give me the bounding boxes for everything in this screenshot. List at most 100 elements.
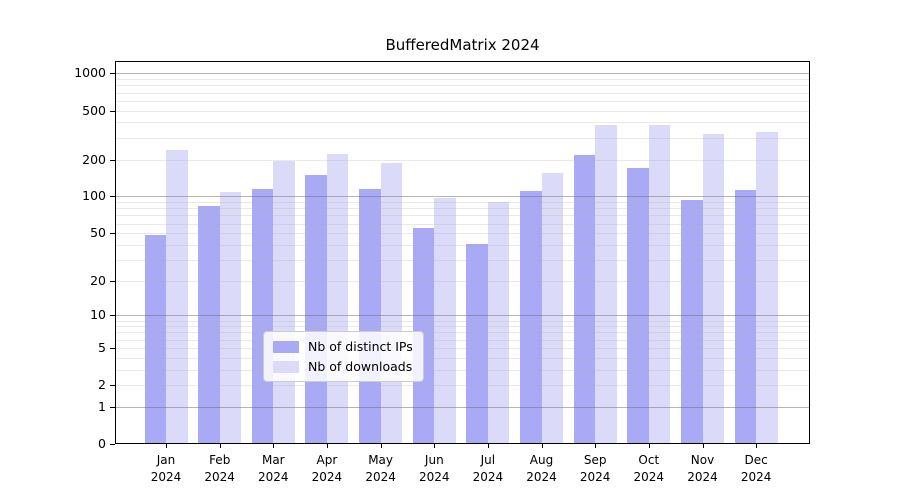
y-gridline-major xyxy=(115,406,810,408)
y-gridline-minor xyxy=(115,326,810,328)
bar xyxy=(595,125,617,444)
y-tick-mark xyxy=(110,73,115,75)
x-tick-mark xyxy=(166,444,167,448)
y-gridline-minor xyxy=(115,347,810,349)
y-tick-mark xyxy=(110,315,115,317)
bar xyxy=(520,191,542,444)
legend-row: Nb of distinct IPs xyxy=(273,339,413,354)
bar xyxy=(251,189,274,444)
bar xyxy=(273,161,295,444)
x-tick-label-line: 2024 xyxy=(633,470,665,484)
y-gridline-minor xyxy=(115,320,810,322)
y-tick-label: 0 xyxy=(98,436,106,451)
y-gridline-minor xyxy=(115,202,810,203)
x-tick-label-line: 2024 xyxy=(258,470,289,484)
y-gridline-minor xyxy=(115,79,810,80)
x-tick-label-line: Feb xyxy=(209,453,231,467)
x-tick-label-line: Aug xyxy=(529,453,554,467)
x-tick-label-line: 2024 xyxy=(472,470,504,484)
y-gridline-minor xyxy=(115,339,810,341)
x-tick-label-line: Nov xyxy=(690,453,715,467)
plot-area xyxy=(115,61,810,444)
bar xyxy=(198,205,220,444)
y-gridline-minor xyxy=(115,332,810,334)
x-tick-label-line: 2024 xyxy=(150,470,182,484)
y-tick-mark xyxy=(110,280,115,282)
y-tick-label: 100 xyxy=(82,188,106,204)
x-tick-label: Oct 2024 xyxy=(617,452,681,486)
legend: Nb of distinct IPs Nb of downloads xyxy=(263,331,424,382)
x-tick-label: Jul 2024 xyxy=(456,452,520,486)
x-tick-label-line: 2024 xyxy=(311,470,343,484)
y-tick-mark xyxy=(110,110,115,112)
x-tick-label: Sep 2024 xyxy=(563,452,627,486)
y-gridline-minor xyxy=(115,122,810,124)
y-gridline-minor xyxy=(115,385,810,387)
bar xyxy=(702,133,724,444)
x-tick-label-line: 2024 xyxy=(419,470,450,484)
y-tick-mark xyxy=(110,406,115,408)
y-gridline-minor xyxy=(115,215,810,217)
x-tick-mark xyxy=(756,444,758,448)
y-tick-label: 1 xyxy=(98,398,106,414)
y-gridline-minor xyxy=(115,92,810,94)
x-tick-mark xyxy=(487,444,489,448)
y-tick-label: 50 xyxy=(90,225,106,241)
x-tick-label: Aug 2024 xyxy=(510,452,574,486)
x-tick-mark xyxy=(702,444,704,448)
bar xyxy=(487,202,510,444)
x-tick-label-line: Apr xyxy=(316,453,338,467)
x-tick-label-line: Dec xyxy=(744,453,768,467)
x-tick-label-line: Oct xyxy=(638,453,660,467)
y-tick-label: 10 xyxy=(90,307,106,323)
x-tick-mark xyxy=(219,444,221,448)
y-gridline-minor xyxy=(115,369,810,371)
y-tick-label: 500 xyxy=(82,102,106,118)
x-tick-mark xyxy=(541,444,543,448)
x-tick-mark xyxy=(273,444,275,448)
y-tick-label: 20 xyxy=(90,272,106,288)
x-tick-mark xyxy=(595,444,597,448)
x-tick-label: Jan 2024 xyxy=(134,452,198,486)
y-tick-label: 2 xyxy=(98,377,106,393)
x-tick-label: Dec 2024 xyxy=(724,452,788,486)
x-tick-label-line: 2024 xyxy=(740,470,772,484)
y-tick-label: 1000 xyxy=(74,65,106,81)
y-tick-mark xyxy=(110,233,115,235)
x-tick-label-line: May xyxy=(368,453,393,467)
bar xyxy=(627,168,649,444)
y-tick-mark xyxy=(110,347,115,349)
bar xyxy=(541,173,564,444)
y-tick-label: 5 xyxy=(98,339,106,355)
legend-label: Nb of downloads xyxy=(308,359,413,374)
legend-row: Nb of downloads xyxy=(273,359,413,374)
bar xyxy=(166,149,188,444)
y-gridline-major xyxy=(115,315,810,317)
bar xyxy=(734,189,757,444)
bar xyxy=(326,154,349,444)
bar xyxy=(434,198,456,444)
bar xyxy=(756,131,778,444)
legend-swatch xyxy=(273,360,299,373)
legend-swatch xyxy=(273,340,299,353)
y-tick-mark xyxy=(110,385,115,387)
y-gridline-minor xyxy=(115,244,810,246)
bar xyxy=(219,192,242,444)
x-tick-label-line: 2024 xyxy=(526,470,557,484)
y-gridline-major xyxy=(115,196,810,198)
x-tick-mark xyxy=(648,444,650,448)
y-gridline-minor xyxy=(115,110,810,112)
y-tick-mark xyxy=(110,159,115,161)
y-tick-mark xyxy=(110,196,115,198)
y-gridline-minor xyxy=(115,259,810,261)
x-tick-label-line: Jun xyxy=(424,453,444,467)
x-tick-label: Feb 2024 xyxy=(188,452,252,486)
x-tick-mark xyxy=(434,444,436,448)
bar xyxy=(359,189,381,444)
chart-title: BufferedMatrix 2024 xyxy=(385,36,540,54)
x-tick-label-line: 2024 xyxy=(365,470,396,484)
y-gridline-major xyxy=(115,73,810,75)
x-tick-label: Apr 2024 xyxy=(295,452,359,486)
x-tick-label-line: Jul xyxy=(480,453,496,467)
